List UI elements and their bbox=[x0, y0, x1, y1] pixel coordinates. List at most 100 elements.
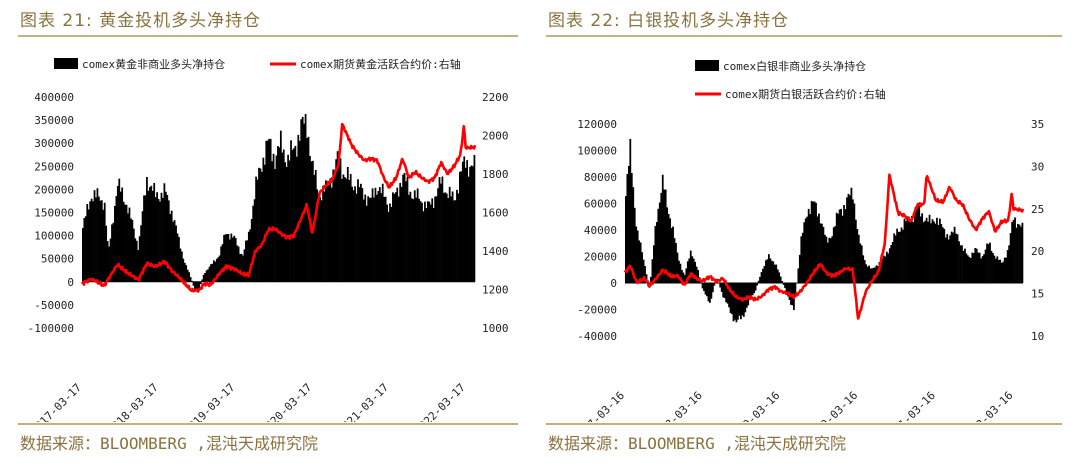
bar bbox=[645, 274, 648, 283]
y-left-tick-label: 80000 bbox=[584, 171, 617, 184]
bar bbox=[803, 222, 806, 283]
bar bbox=[1020, 226, 1022, 283]
bar bbox=[434, 196, 436, 282]
bar bbox=[435, 196, 438, 282]
x-tick-label: 2021-03-16 bbox=[882, 389, 938, 422]
bar bbox=[766, 259, 769, 283]
bar bbox=[378, 187, 381, 282]
bar bbox=[760, 272, 763, 283]
bar bbox=[987, 244, 990, 283]
bar bbox=[831, 236, 834, 283]
bar bbox=[453, 200, 455, 282]
x-tick-label: 2022-03-17 bbox=[412, 381, 468, 422]
bar bbox=[769, 258, 772, 283]
bar bbox=[412, 199, 415, 282]
bar bbox=[625, 196, 627, 283]
bar bbox=[773, 264, 776, 283]
bar bbox=[348, 180, 351, 282]
bar bbox=[405, 181, 407, 282]
bar bbox=[856, 229, 859, 283]
bar bbox=[782, 283, 785, 285]
bar bbox=[178, 236, 180, 282]
bar bbox=[832, 227, 835, 283]
bar bbox=[364, 194, 367, 282]
bar bbox=[227, 234, 230, 282]
bar bbox=[82, 228, 84, 282]
bar bbox=[287, 154, 289, 282]
bar bbox=[797, 268, 800, 283]
bar bbox=[654, 226, 657, 283]
bar bbox=[748, 283, 751, 300]
bar bbox=[147, 190, 150, 282]
bar bbox=[109, 238, 112, 282]
bar bbox=[679, 263, 682, 283]
y-left-tick-label: -40000 bbox=[577, 330, 617, 343]
bar bbox=[230, 233, 233, 282]
bar bbox=[211, 263, 214, 282]
bar bbox=[681, 269, 683, 283]
bar bbox=[653, 245, 655, 283]
y-left-tick-label: 0 bbox=[610, 277, 617, 290]
bar bbox=[1002, 261, 1005, 283]
bar bbox=[122, 201, 125, 282]
bar bbox=[210, 264, 212, 282]
bar bbox=[686, 261, 689, 283]
bar bbox=[915, 209, 918, 283]
bar bbox=[692, 258, 695, 283]
bar bbox=[108, 246, 110, 282]
bar bbox=[704, 283, 707, 295]
bar bbox=[810, 200, 813, 283]
bar bbox=[355, 193, 358, 282]
bar bbox=[850, 187, 853, 283]
bar bbox=[213, 260, 215, 282]
bar bbox=[630, 173, 633, 283]
bar bbox=[96, 188, 99, 282]
bar bbox=[804, 218, 807, 283]
bar bbox=[757, 280, 760, 283]
bar bbox=[130, 218, 132, 282]
bar bbox=[119, 191, 122, 282]
bar bbox=[844, 209, 847, 283]
bar bbox=[415, 197, 418, 282]
bar bbox=[953, 226, 956, 283]
bar bbox=[416, 188, 419, 282]
bar bbox=[189, 276, 192, 282]
y-right-tick-label: 1600 bbox=[482, 207, 509, 220]
bar bbox=[461, 161, 464, 282]
bar bbox=[226, 234, 228, 282]
y-left-tick-label: 200000 bbox=[34, 183, 74, 196]
bar bbox=[754, 283, 757, 291]
bar bbox=[148, 187, 151, 282]
bar bbox=[473, 154, 476, 282]
bar bbox=[234, 237, 237, 282]
bar bbox=[936, 217, 938, 283]
bar bbox=[798, 254, 801, 283]
bar bbox=[438, 177, 441, 282]
bar bbox=[980, 258, 983, 283]
bar bbox=[437, 188, 439, 282]
bar bbox=[125, 204, 128, 282]
bar bbox=[100, 200, 103, 282]
bar bbox=[316, 189, 319, 282]
bar bbox=[824, 234, 826, 283]
bar bbox=[750, 283, 753, 299]
bar bbox=[927, 221, 929, 283]
bar bbox=[962, 250, 965, 283]
bar bbox=[320, 200, 323, 282]
bar bbox=[451, 191, 454, 282]
y-left-tick-label: 40000 bbox=[584, 224, 617, 237]
bar bbox=[775, 264, 778, 283]
gold-positions-chart: -100000 -50000 0 50000 100000 150000 200000 250… bbox=[28, 57, 509, 422]
bar bbox=[112, 222, 115, 282]
bar bbox=[399, 182, 402, 282]
bar bbox=[150, 185, 153, 282]
bar bbox=[419, 201, 422, 282]
bar bbox=[167, 200, 170, 282]
bar bbox=[205, 270, 208, 282]
bar bbox=[460, 171, 463, 282]
bar bbox=[688, 258, 691, 283]
bar bbox=[660, 192, 663, 283]
bar bbox=[472, 166, 474, 282]
bar bbox=[274, 169, 276, 282]
bar bbox=[651, 259, 654, 283]
